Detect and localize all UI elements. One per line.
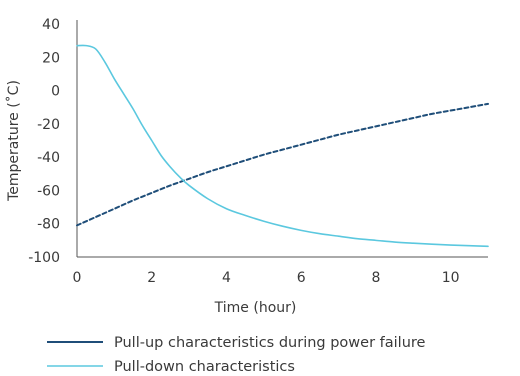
- y-tick-label: -20: [37, 117, 60, 133]
- y-tick-label: -60: [37, 183, 60, 199]
- x-tick-label: 4: [222, 270, 231, 286]
- x-tick-label: 10: [442, 270, 460, 286]
- series-line-1: [76, 102, 489, 227]
- y-tick-label: 0: [51, 84, 60, 100]
- x-tick-label: 2: [147, 270, 156, 286]
- axes: [76, 20, 488, 258]
- tick-labels: 40 20 0 -20 -40 -60 -80 -100 0 2 4 6 8 10 Time (hour) T…: [5, 17, 460, 316]
- y-tick-label: 20: [42, 50, 60, 66]
- y-tick-label: -80: [37, 217, 60, 233]
- x-tick-label: 0: [73, 270, 82, 286]
- y-tick-label: 40: [42, 17, 60, 33]
- y-tick-label: -40: [37, 150, 60, 166]
- x-axis-title: Time (hour): [214, 300, 297, 316]
- series-lines: [76, 44, 489, 248]
- legend-label-2: Pull-down characteristics: [114, 359, 295, 375]
- legend: Pull-up characteristics during power fai…: [47, 335, 426, 375]
- x-tick-label: 6: [297, 270, 306, 286]
- series-line-2: [76, 44, 489, 248]
- y-axis-title: Temperature (˚C): [5, 80, 22, 202]
- x-tick-label: 8: [371, 270, 380, 286]
- y-tick-label: -100: [28, 250, 60, 266]
- legend-label-1: Pull-up characteristics during power fai…: [114, 335, 426, 351]
